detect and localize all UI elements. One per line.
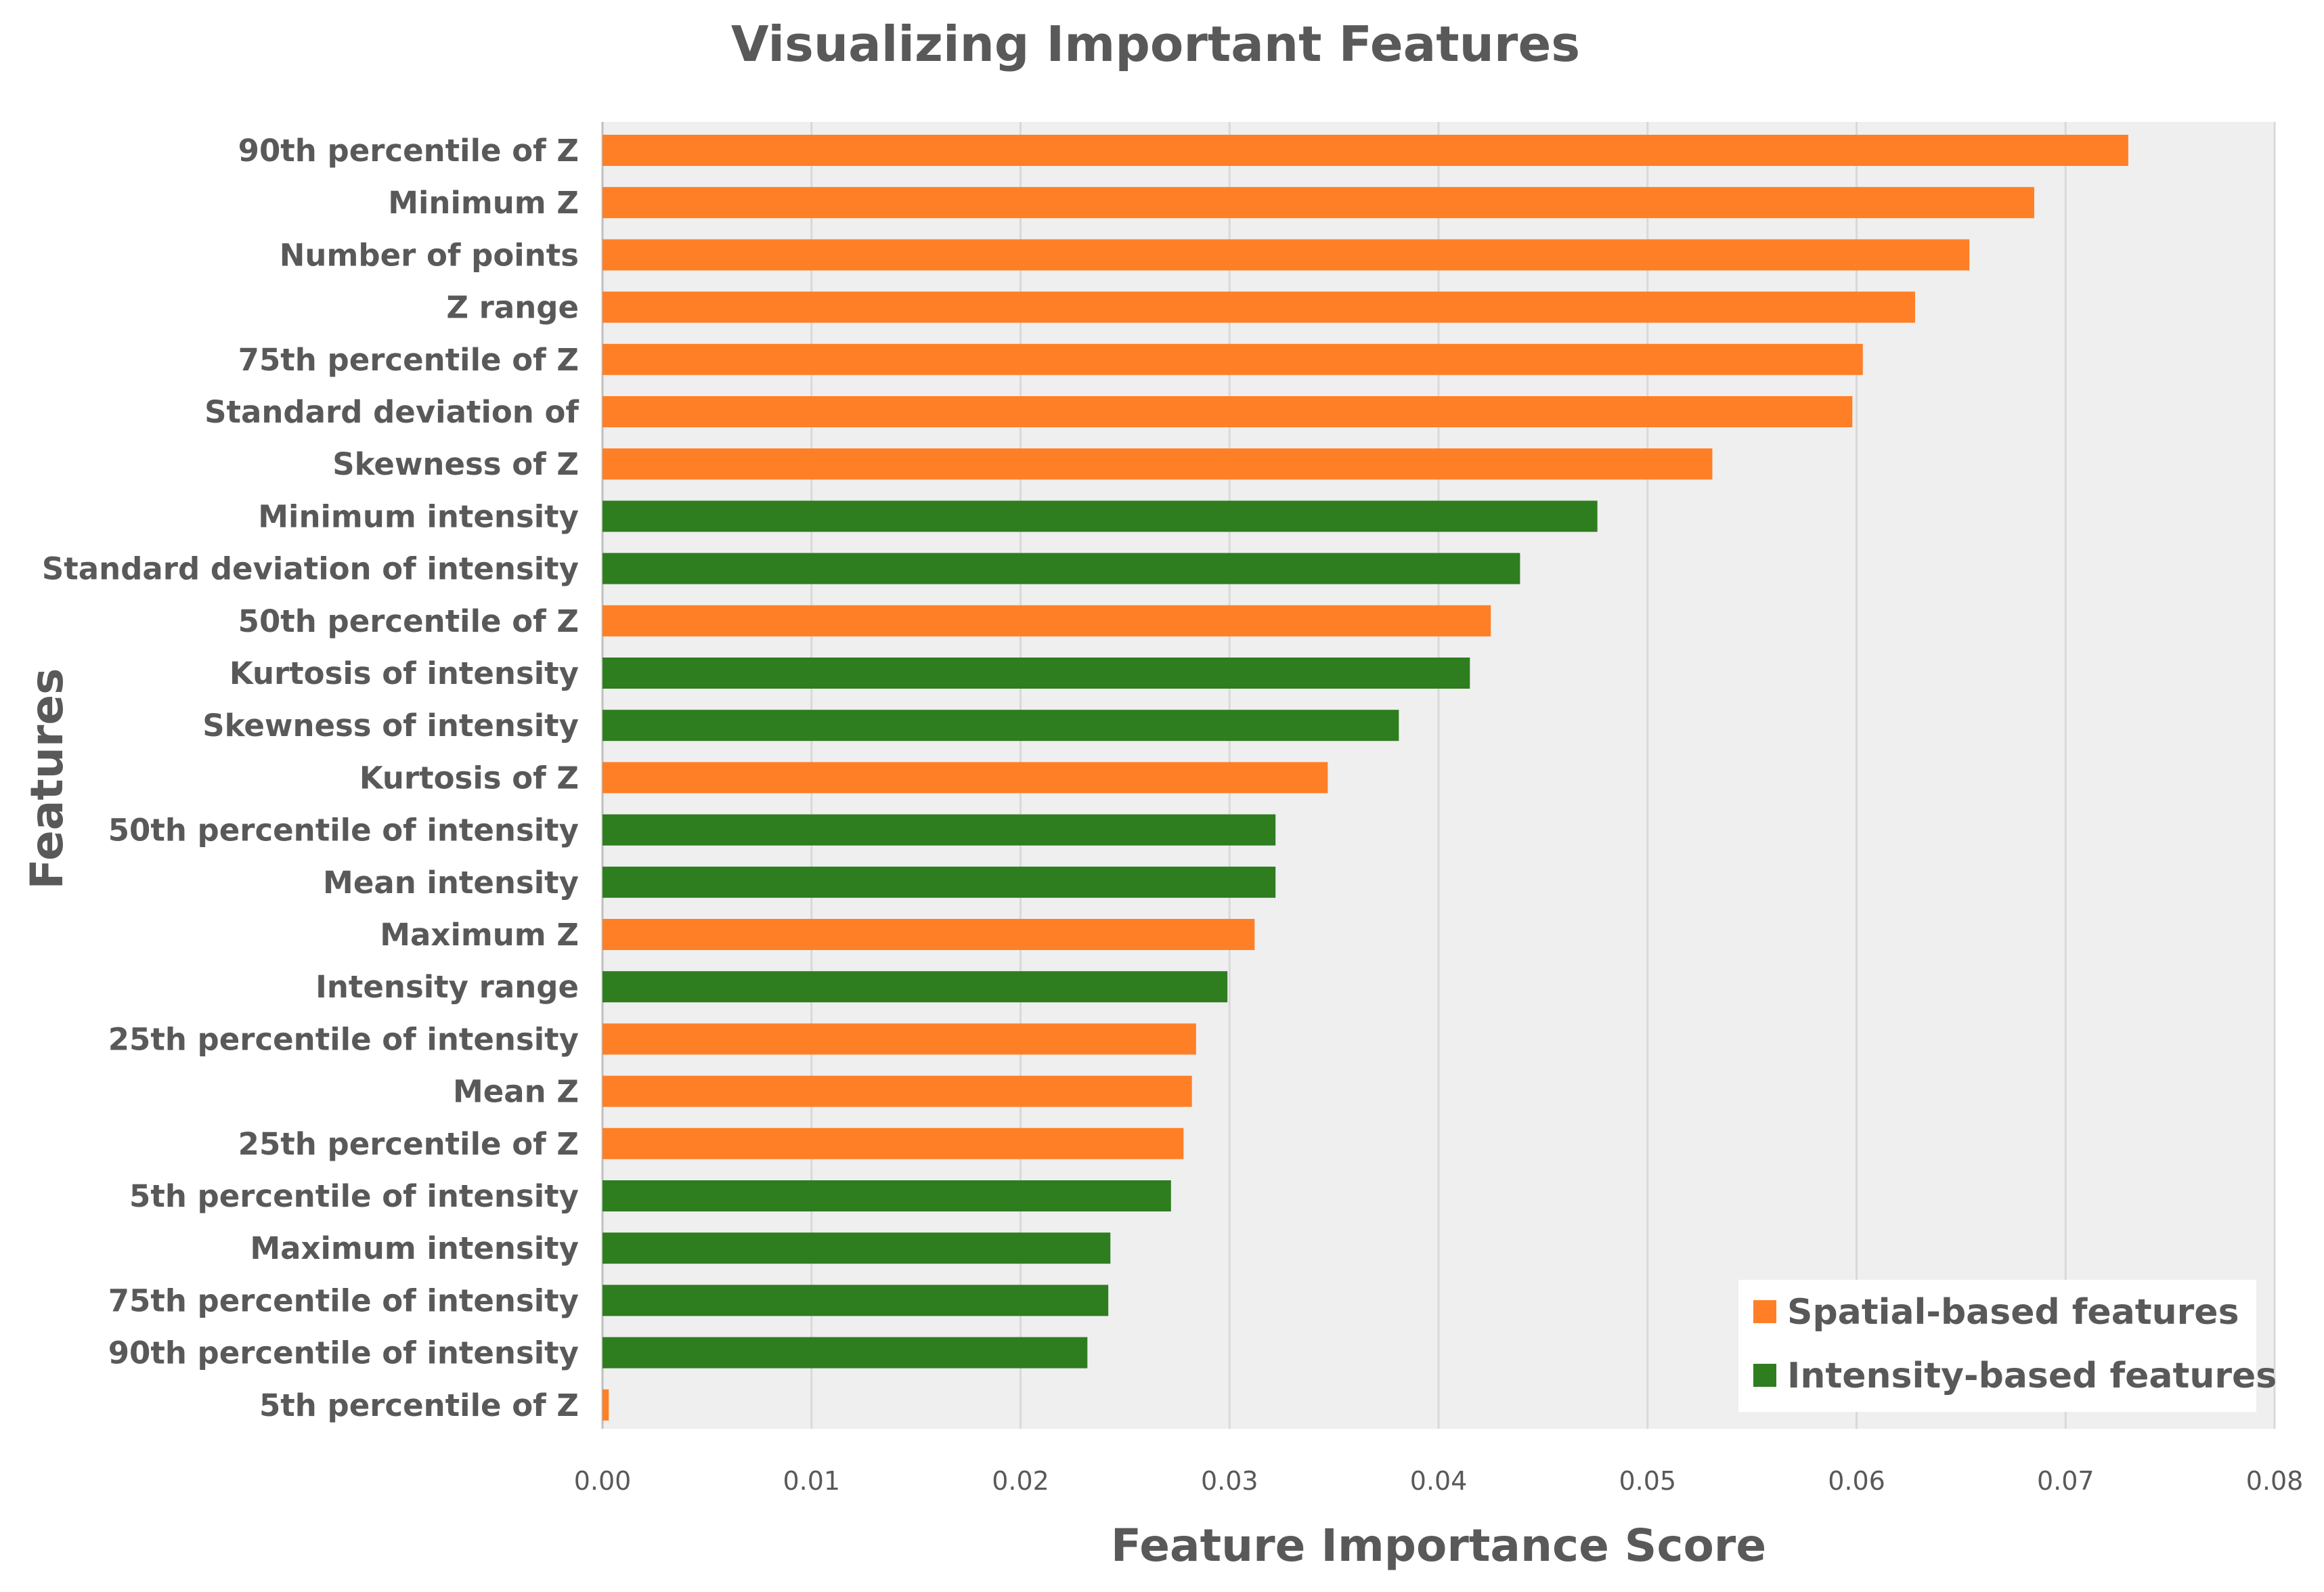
x-tick-label: 0.06 xyxy=(1828,1466,1885,1496)
x-tick-label: 0.05 xyxy=(1619,1466,1676,1496)
x-axis-title: Feature Importance Score xyxy=(1111,1520,1766,1572)
bar xyxy=(602,919,1255,950)
bar xyxy=(602,1127,1184,1159)
legend: Spatial-based features Intensity-based f… xyxy=(1738,1280,2277,1412)
x-tick-label: 0.07 xyxy=(2037,1466,2095,1496)
category-label: Minimum Z xyxy=(388,185,579,221)
category-label: 50th percentile of Z xyxy=(238,603,579,639)
legend-swatch-intensity xyxy=(1753,1364,1776,1387)
x-tick-label: 0.02 xyxy=(992,1466,1049,1496)
legend-swatch-spatial xyxy=(1753,1300,1776,1323)
bar xyxy=(602,1023,1196,1055)
category-label: Mean Z xyxy=(453,1074,579,1110)
bar xyxy=(602,291,1915,323)
category-label: Standard deviation of intensity xyxy=(42,551,579,587)
category-label: Z range xyxy=(446,290,579,326)
bar xyxy=(602,1389,609,1421)
category-label: Number of points xyxy=(280,237,579,273)
category-label: 75th percentile of intensity xyxy=(108,1283,579,1318)
bars xyxy=(602,135,2128,1421)
bar xyxy=(602,135,2128,166)
category-label: Maximum Z xyxy=(380,917,579,953)
category-labels: 90th percentile of Z Minimum Z Number of p… xyxy=(42,133,579,1423)
category-label: 25th percentile of Z xyxy=(238,1126,579,1162)
category-label: Intensity range xyxy=(315,969,579,1005)
bar xyxy=(602,396,1853,427)
category-label: Kurtosis of Z xyxy=(359,760,579,796)
x-tick-label: 0.00 xyxy=(574,1466,632,1496)
bar xyxy=(602,762,1328,794)
category-label: Maximum intensity xyxy=(250,1230,579,1266)
bar xyxy=(602,658,1470,689)
y-axis-title: Features xyxy=(21,668,73,890)
bar xyxy=(602,866,1276,898)
category-label: 5th percentile of intensity xyxy=(129,1178,579,1214)
x-tick-label: 0.03 xyxy=(1201,1466,1258,1496)
bar xyxy=(602,187,2034,219)
legend-label-intensity: Intensity-based features xyxy=(1787,1356,2277,1396)
x-tick-label: 0.08 xyxy=(2246,1466,2304,1496)
bar xyxy=(602,500,1598,532)
bar xyxy=(602,710,1399,741)
bar xyxy=(602,1337,1088,1369)
bar xyxy=(602,1075,1192,1107)
category-label: Standard deviation of xyxy=(204,394,579,430)
chart-title: Visualizing Important Features xyxy=(731,16,1580,72)
x-tick-label: 0.04 xyxy=(1410,1466,1468,1496)
bar xyxy=(602,1180,1171,1211)
bar xyxy=(602,239,1970,271)
category-label: Mean intensity xyxy=(323,865,579,901)
category-label: Skewness of Z xyxy=(332,446,579,482)
category-label: 50th percentile of intensity xyxy=(108,813,579,848)
bar xyxy=(602,1285,1109,1316)
x-tick-label: 0.01 xyxy=(783,1466,840,1496)
category-label: 90th percentile of Z xyxy=(238,133,579,169)
category-label: 5th percentile of Z xyxy=(259,1387,579,1423)
bar xyxy=(602,553,1520,584)
x-tick-labels: 0.00 0.01 0.02 0.03 0.04 0.05 0.06 0.07 0.08 xyxy=(574,1466,2304,1496)
bar xyxy=(602,971,1228,1003)
category-label: 75th percentile of Z xyxy=(238,342,579,378)
category-label: Minimum intensity xyxy=(258,498,579,534)
bar xyxy=(602,1232,1111,1264)
legend-label-spatial: Spatial-based features xyxy=(1787,1292,2239,1333)
bar xyxy=(602,448,1713,480)
category-label: Kurtosis of intensity xyxy=(229,655,579,691)
category-label: 25th percentile of intensity xyxy=(108,1021,579,1057)
bar xyxy=(602,814,1276,846)
legend-box xyxy=(1738,1280,2256,1412)
bar xyxy=(602,605,1491,637)
category-label: Skewness of intensity xyxy=(202,708,579,744)
category-label: 90th percentile of intensity xyxy=(108,1335,579,1371)
bar xyxy=(602,343,1863,375)
